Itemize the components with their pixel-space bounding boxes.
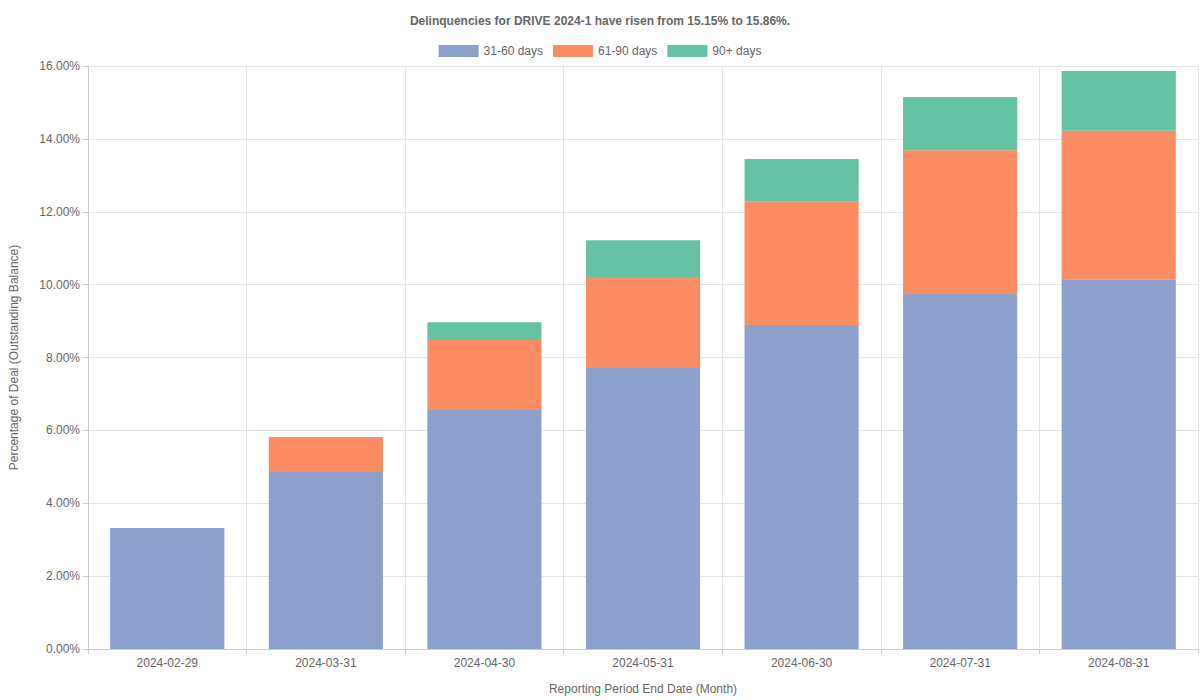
svg-text:10.00%: 10.00% xyxy=(39,278,80,292)
svg-text:8.00%: 8.00% xyxy=(46,351,80,365)
svg-text:2.00%: 2.00% xyxy=(46,569,80,583)
svg-text:4.00%: 4.00% xyxy=(46,496,80,510)
svg-text:2024-04-30: 2024-04-30 xyxy=(454,656,516,670)
svg-text:Delinquencies for DRIVE 2024-1: Delinquencies for DRIVE 2024-1 have rise… xyxy=(410,14,790,28)
svg-text:2024-06-30: 2024-06-30 xyxy=(771,656,833,670)
svg-text:Percentage of Deal (Outstandin: Percentage of Deal (Outstanding Balance) xyxy=(7,245,21,470)
svg-text:2024-03-31: 2024-03-31 xyxy=(295,656,357,670)
svg-text:31-60 days: 31-60 days xyxy=(484,44,543,58)
svg-text:2024-05-31: 2024-05-31 xyxy=(612,656,674,670)
svg-text:0.00%: 0.00% xyxy=(46,642,80,656)
svg-text:2024-02-29: 2024-02-29 xyxy=(137,656,199,670)
svg-text:14.00%: 14.00% xyxy=(39,132,80,146)
svg-text:90+ days: 90+ days xyxy=(712,44,761,58)
svg-text:Reporting Period End Date (Mon: Reporting Period End Date (Month) xyxy=(549,682,737,696)
svg-text:2024-08-31: 2024-08-31 xyxy=(1088,656,1150,670)
svg-text:61-90 days: 61-90 days xyxy=(598,44,657,58)
svg-text:16.00%: 16.00% xyxy=(39,59,80,73)
svg-text:2024-07-31: 2024-07-31 xyxy=(929,656,991,670)
svg-text:12.00%: 12.00% xyxy=(39,205,80,219)
svg-text:6.00%: 6.00% xyxy=(46,423,80,437)
